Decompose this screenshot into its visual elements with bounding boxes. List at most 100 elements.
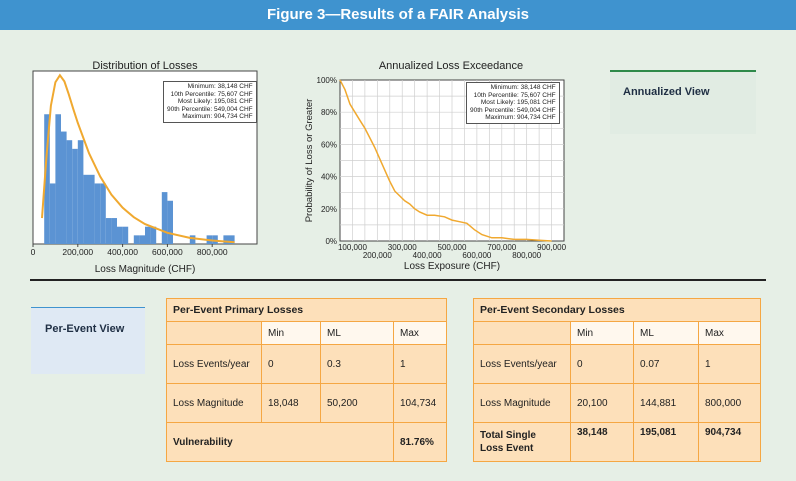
y-tick-label: 60% [321, 140, 337, 149]
cell-min: 18,048 [261, 383, 321, 423]
primary-losses-table: Per-Event Primary Losses Min ML Max Loss… [166, 298, 447, 462]
secondary-losses-table: Per-Event Secondary Losses Min ML Max Lo… [473, 298, 761, 462]
x-tick-label: 900,000 [537, 243, 566, 252]
cell-min: 20,100 [570, 383, 634, 423]
section-divider [30, 279, 766, 281]
x-axis-label: Loss Exposure (CHF) [404, 261, 500, 272]
total-label-line2: Loss Event [480, 443, 534, 454]
total-min: 38,148 [570, 422, 634, 462]
x-tick-label: 200,000 [363, 251, 392, 260]
legend-p90: 90th Percentile: 549,004 CHF [167, 105, 253, 113]
total-max: 904,734 [698, 422, 761, 462]
y-tick-label: 20% [321, 205, 337, 214]
cell-max: 1 [698, 344, 761, 384]
legend-p10: 10th Percentile: 75,607 CHF [473, 91, 556, 99]
histogram-bar [189, 235, 196, 244]
histogram-bar [49, 183, 56, 244]
histogram-bar [161, 192, 168, 244]
cell-max: 800,000 [698, 383, 761, 423]
histogram-bar [77, 140, 84, 244]
total-ml: 195,081 [633, 422, 699, 462]
x-tick-label: 400,000 [107, 247, 138, 257]
total-single-loss-label: Total Single Loss Event [473, 422, 571, 462]
legend-ml: Most Likely: 195,081 CHF [177, 98, 253, 105]
col-header-ml: ML [320, 321, 394, 345]
legend-p90: 90th Percentile: 549,004 CHF [470, 106, 556, 114]
histogram-bar [122, 226, 129, 244]
cell-ml: 0.3 [320, 344, 394, 384]
histogram-bar [83, 174, 89, 244]
histogram-bar [145, 226, 151, 244]
x-tick-label: 400,000 [413, 251, 442, 260]
exceedance-title: Annualized Loss Exceedance [378, 60, 524, 72]
legend-p10: 10th Percentile: 75,607 CHF [170, 90, 253, 98]
x-tick-label: 800,000 [512, 251, 541, 260]
histogram-bar [66, 140, 73, 244]
col-header-ml: ML [633, 321, 699, 345]
histogram-bar [72, 148, 78, 244]
cell-min: 0 [570, 344, 634, 384]
x-tick-label: 700,000 [487, 243, 516, 252]
x-tick-label: 300,000 [388, 243, 417, 252]
histogram-bar [55, 114, 61, 244]
histogram-bar [61, 131, 67, 244]
histogram-bar [111, 218, 117, 244]
secondary-table-title: Per-Event Secondary Losses [473, 298, 761, 322]
histogram-bar [117, 226, 123, 244]
y-tick-label: 40% [321, 173, 337, 182]
exceedance-stats-legend: Minimum: 38,148 CHF 10th Percentile: 75,… [466, 82, 560, 124]
row-label: Loss Magnitude [166, 383, 262, 423]
vulnerability-label: Vulnerability [166, 422, 394, 462]
empty-header-cell [166, 321, 262, 345]
exceedance-line [339, 79, 552, 242]
x-tick-label: 200,000 [62, 247, 93, 257]
cell-max: 104,734 [393, 383, 447, 423]
figure-title: Figure 3—Results of a FAIR Analysis [0, 0, 796, 30]
y-tick-label: 80% [321, 108, 337, 117]
legend-min: Minimum: 38,148 CHF [490, 84, 556, 91]
histogram-bar [105, 218, 112, 244]
histogram-stats-legend: Minimum: 38,148 CHF 10th Percentile: 75,… [163, 81, 257, 123]
total-label-line1: Total Single [480, 430, 536, 441]
col-header-max: Max [393, 321, 447, 345]
x-axis-label: Loss Magnitude (CHF) [95, 264, 196, 275]
histogram-bar [212, 235, 218, 244]
histogram-bar [94, 183, 101, 244]
annualized-view-card: Annualized View [610, 70, 756, 134]
x-tick-label: 100,000 [338, 243, 367, 252]
col-header-min: Min [261, 321, 321, 345]
histogram-bar [89, 174, 95, 244]
vulnerability-value: 81.76% [393, 422, 447, 462]
per-event-view-card: Per-Event View [31, 307, 145, 374]
histogram-title: Distribution of Losses [92, 60, 198, 72]
histogram-bar [167, 200, 173, 244]
legend-max: Maximum: 904,734 CHF [485, 114, 556, 121]
x-tick-label: 600,000 [152, 247, 183, 257]
legend-ml: Most Likely: 195,081 CHF [480, 99, 556, 106]
col-header-min: Min [570, 321, 634, 345]
histogram-bar [139, 235, 145, 244]
y-tick-label: 0% [325, 237, 337, 246]
x-tick-label: 500,000 [438, 243, 467, 252]
histogram-bar [44, 114, 50, 244]
y-tick-label: 100% [317, 76, 337, 85]
cell-ml: 0.07 [633, 344, 699, 384]
histogram-bar [133, 235, 140, 244]
x-tick-label: 800,000 [197, 247, 228, 257]
x-tick-label: 0 [31, 247, 36, 257]
histogram-bar [229, 235, 235, 244]
row-label: Loss Events/year [166, 344, 262, 384]
row-label: Loss Events/year [473, 344, 571, 384]
cell-min: 0 [261, 344, 321, 384]
y-axis-label: Probability of Loss or Greater [304, 99, 315, 223]
cell-ml: 144,881 [633, 383, 699, 423]
x-tick-label: 600,000 [462, 251, 491, 260]
histogram-bar [100, 183, 106, 244]
cell-ml: 50,200 [320, 383, 394, 423]
histogram-bar [223, 235, 229, 244]
legend-min: Minimum: 38,148 CHF [187, 83, 253, 90]
fit-curve [41, 73, 235, 244]
per-event-view-label: Per-Event View [45, 323, 125, 335]
primary-table-title: Per-Event Primary Losses [166, 298, 447, 322]
